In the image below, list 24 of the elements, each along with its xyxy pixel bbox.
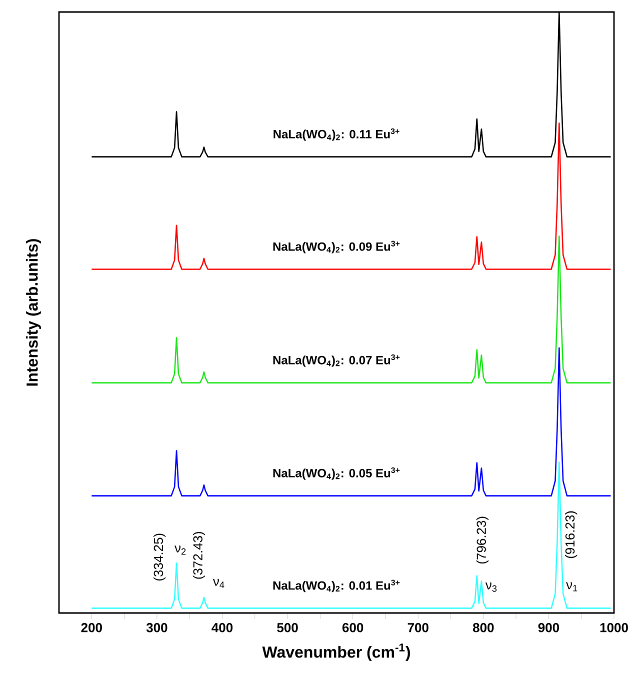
annotation: (796.23) bbox=[476, 516, 489, 564]
annotation: ν$_{1}$ bbox=[566, 582, 578, 592]
x-tick-label: 800 bbox=[472, 623, 494, 632]
annotation: (916.23) bbox=[565, 511, 578, 558]
x-tick-label: 300 bbox=[146, 623, 168, 632]
series-label: NaLa(WO$_{4}$)$_{2}$: 0.09 Eu$^{3+}$ bbox=[273, 240, 400, 254]
x-tick-label: 200 bbox=[81, 623, 102, 632]
series-label: NaLa(WO$_{4}$)$_{2}$: 0.05 Eu$^{3+}$ bbox=[273, 467, 400, 480]
annotation: (334.25) bbox=[153, 534, 166, 581]
annotation: ν$_{4}$ bbox=[212, 578, 224, 588]
annotation: ν$_{3}$ bbox=[485, 582, 497, 592]
annotation: (372.43) bbox=[192, 532, 206, 579]
y-axis-title: Intensity (arb.units) bbox=[26, 239, 41, 386]
series-label: NaLa(WO$_{4}$)$_{2}$: 0.01 Eu$^{3+}$ bbox=[273, 580, 400, 592]
x-tick-label: 600 bbox=[342, 623, 364, 632]
x-tick-label: 700 bbox=[408, 623, 428, 632]
x-tick-label: 500 bbox=[277, 623, 298, 632]
x-tick-label: 1000 bbox=[600, 623, 628, 632]
series-label: NaLa(WO$_{4}$)$_{2}$: 0.11 Eu$^{3+}$ bbox=[274, 128, 400, 141]
series-label: NaLa(WO$_{4}$)$_{2}$: 0.07 Eu$^{3+}$ bbox=[273, 354, 400, 367]
annotation: ν$_{2}$ bbox=[174, 546, 186, 555]
x-tick-label: 900 bbox=[538, 623, 560, 632]
x-tick-label: 400 bbox=[212, 623, 233, 632]
x-axis-title: Wavenumber (cm$^{-1}$) bbox=[262, 644, 410, 661]
